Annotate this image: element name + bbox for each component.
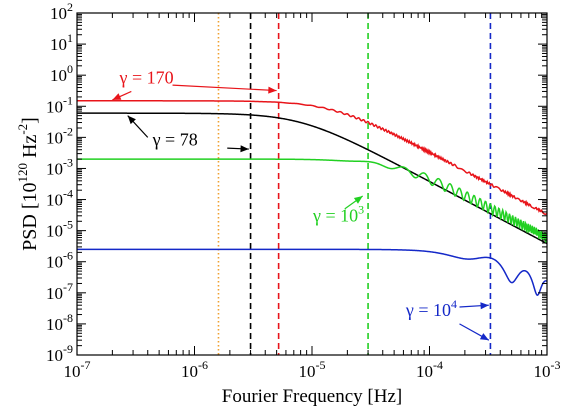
- y-tick-label-5: 10-3: [46, 155, 73, 178]
- y-tick-label-6: 10-4: [46, 187, 73, 210]
- y-tick-label-3: 10-1: [46, 93, 73, 116]
- y-tick-label-1: 101: [50, 31, 73, 54]
- series-line-1: [77, 112, 547, 245]
- annotation-arrowhead-0-1: [268, 86, 277, 94]
- axes: γ = 170 γ = 78 γ = 103 γ = 104 10-7 10-6 10-5 1…: [46, 0, 561, 381]
- annotation-arrowhead-3-0: [480, 302, 489, 310]
- x-axis-label: Fourier Frequency [Hz]: [222, 386, 402, 407]
- annotation-arrow-0-1: [172, 84, 277, 92]
- annotation-label-0: γ = 170: [119, 67, 174, 87]
- y-tick-label-2: 100: [50, 62, 73, 85]
- y-tick-label-9: 10-7: [46, 280, 73, 303]
- y-axis-label-text: PSD [10120 Hz-2]: [15, 117, 41, 251]
- annotation-label-2: γ = 103: [312, 202, 364, 225]
- x-tick-label-4: 10-3: [534, 358, 561, 381]
- y-tick-label-7: 10-5: [46, 218, 73, 241]
- x-tick-label-3: 10-4: [416, 358, 443, 381]
- y-tick-label-11: 10-9: [46, 342, 73, 365]
- annotation-label-1: γ = 78: [152, 129, 198, 149]
- x-tick-label-2: 10-5: [299, 358, 326, 381]
- y-tick-label-4: 10-2: [46, 124, 73, 147]
- y-axis-label: PSD [10120 Hz-2]: [15, 117, 41, 251]
- annotation-arrowhead-2-0: [353, 196, 363, 204]
- series-line-3: [77, 248, 547, 297]
- annotation-arrowhead-3-1: [479, 333, 489, 341]
- series-line-0: [77, 100, 547, 216]
- annotation-arrowhead-1-0: [127, 115, 136, 125]
- annotation-label-3: γ = 104: [405, 297, 457, 320]
- plot-area: [77, 13, 547, 355]
- series-line-2: [77, 158, 547, 243]
- annotation-arrowhead-1-1: [240, 145, 249, 153]
- x-tick-label-0: 10-7: [64, 358, 91, 381]
- y-tick-label-0: 102: [50, 0, 73, 23]
- y-tick-label-10: 10-8: [46, 311, 73, 334]
- plot-frame: [76, 12, 548, 356]
- y-tick-label-8: 10-6: [46, 249, 73, 272]
- annotation-arrowhead-0-0: [112, 93, 122, 100]
- x-tick-label-1: 10-6: [181, 358, 208, 381]
